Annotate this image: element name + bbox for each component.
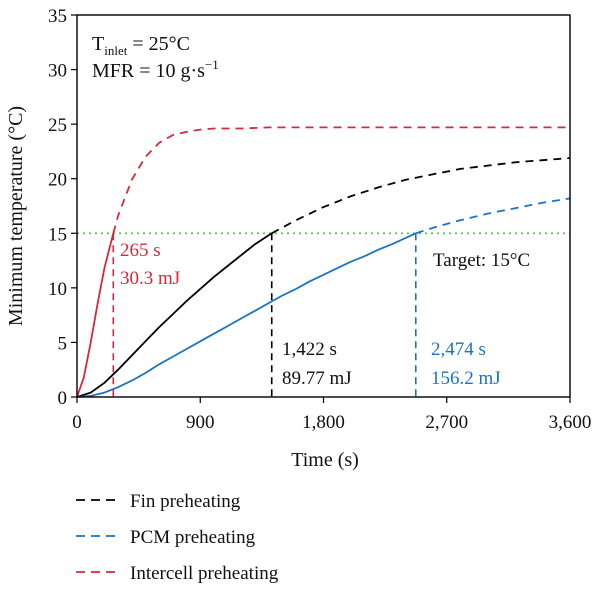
pcm-time-label: 2,474 s [431,339,486,360]
legend-layer: Fin preheating PCM preheating Intercell pr… [76,491,279,584]
fin-energy-label: 89.77 mJ [282,368,352,389]
x-tick-label: 0 [72,412,82,433]
fin-preheating-line-dashed [271,157,571,235]
intercell-preheating-line-dashed [112,126,570,234]
inlet-t-value: = 25°C [127,33,190,55]
fin-time-label: 1,422 s [282,339,337,360]
series-layer [76,126,571,398]
intercell-preheating-line-solid [76,233,115,398]
target-label: Target: 15°C [433,250,530,271]
inlet-t-main: T [92,33,104,55]
axes-layer [71,14,571,403]
x-tick-label: 3,600 [549,412,592,433]
x-tick-label: 2,700 [425,412,468,433]
y-tick-label: 15 [48,224,67,245]
mfr-sup: −1 [205,57,219,72]
x-tick-label: 1,800 [302,412,345,433]
y-axis-title: Minimum temperature (°C) [5,106,27,326]
y-tick-label: 10 [48,279,67,300]
mfr-main: MFR = 10 g·s [92,60,205,82]
legend-label-fin-preheating: Fin preheating [130,491,241,512]
intercell-energy-label: 30.3 mJ [120,268,180,289]
y-tick-label: 20 [48,170,67,191]
y-tick-label: 25 [48,115,67,136]
x-tick-label: 900 [186,412,215,433]
y-tick-label: 0 [58,388,68,409]
y-tick-label: 30 [48,61,67,82]
labels-layer: 0 900 1,800 2,700 3,600 0 5 10 15 20 25 30 35 [48,6,591,433]
y-tick-label: 5 [58,333,68,354]
legend-label-pcm-preheating: PCM preheating [130,527,256,548]
pcm-preheating-line-solid [76,232,417,398]
inlet-t-sub: inlet [104,43,127,58]
pcm-preheating-line-dashed [415,197,571,235]
legend-label-intercell-preheating: Intercell preheating [130,563,279,584]
fin-preheating-line-solid [76,232,273,398]
y-tick-label: 35 [48,6,67,27]
x-axis-title: Time (s) [291,449,359,471]
inlet-temperature-annotation: Tinlet = 25°C [92,33,190,58]
intercell-time-label: 265 s [120,240,161,261]
mfr-annotation: MFR = 10 g·s−1 [92,57,219,82]
pcm-energy-label: 156.2 mJ [431,368,501,389]
